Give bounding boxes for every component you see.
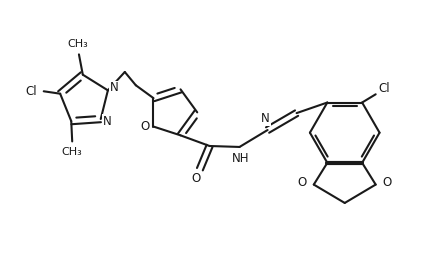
- Text: O: O: [383, 176, 392, 189]
- Text: O: O: [191, 172, 201, 185]
- Text: CH₃: CH₃: [67, 39, 88, 49]
- Text: N: N: [261, 112, 270, 125]
- Text: O: O: [140, 120, 149, 133]
- Text: O: O: [297, 176, 307, 189]
- Text: Cl: Cl: [378, 81, 390, 95]
- Text: CH₃: CH₃: [62, 147, 83, 157]
- Text: Cl: Cl: [25, 85, 37, 98]
- Text: N: N: [102, 115, 111, 128]
- Text: NH: NH: [232, 152, 249, 165]
- Text: N: N: [110, 81, 119, 94]
